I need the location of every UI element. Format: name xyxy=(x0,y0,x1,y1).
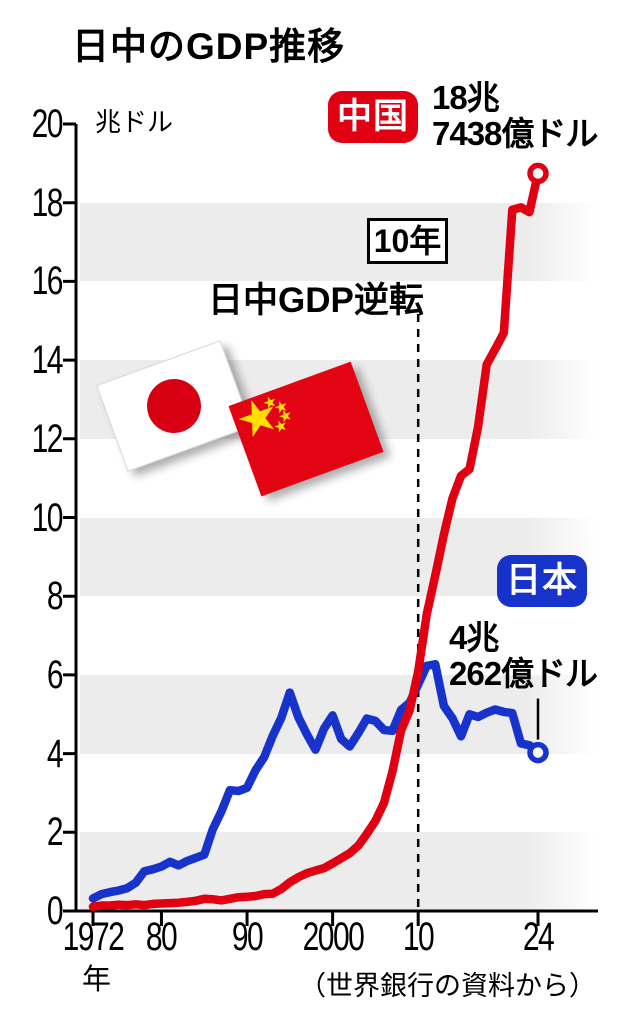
y-tick-label: 0 xyxy=(46,889,64,933)
reversal-annotation-label: 日中GDP逆転 xyxy=(208,281,424,320)
y-tick-label: 20 xyxy=(31,102,64,146)
x-tick-label: 80 xyxy=(146,915,178,959)
y-tick-label: 12 xyxy=(31,416,64,461)
x-tick-label: 10 xyxy=(403,915,435,959)
china-end-value-line1: 18兆 xyxy=(432,79,500,116)
y-axis-unit-label: 兆ドル xyxy=(95,107,174,137)
reversal-year-box: 10年 xyxy=(367,218,448,264)
japan-end-value-label: 4兆 262億ドル xyxy=(449,619,598,692)
x-tick-label: 24 xyxy=(522,915,555,959)
chart-title: 日中のGDP推移 xyxy=(72,26,346,67)
y-tick-label: 16 xyxy=(31,259,64,304)
china-end-value-label: 18兆 7438億ドル xyxy=(432,79,598,152)
china-end-value-line2: 7438億ドル xyxy=(432,115,598,152)
x-axis-year-suffix: 年 xyxy=(82,964,112,996)
y-tick-label: 6 xyxy=(46,652,64,697)
y-tick-label: 8 xyxy=(46,574,64,619)
x-tick-label: 1972 xyxy=(62,915,125,959)
background-band xyxy=(80,832,598,911)
source-note: （世界銀行の資料から） xyxy=(299,971,596,1001)
y-tick-label: 4 xyxy=(46,731,64,776)
y-tick-label: 14 xyxy=(31,338,64,383)
x-tick-label: 2000 xyxy=(302,915,364,959)
china-series-badge: 中国 xyxy=(328,91,418,143)
y-tick-label: 10 xyxy=(31,495,64,540)
x-tick-label: 90 xyxy=(231,915,264,959)
japan-series-badge: 日本 xyxy=(497,555,587,607)
japan-end-value-line1: 4兆 xyxy=(449,619,499,656)
y-tick-label: 18 xyxy=(31,180,64,225)
y-tick-label: 2 xyxy=(46,810,64,855)
japan-end-value-line2: 262億ドル xyxy=(449,655,598,692)
